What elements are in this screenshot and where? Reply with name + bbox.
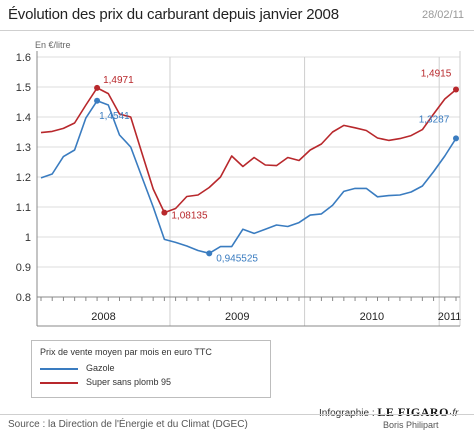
top-divider	[0, 30, 474, 31]
y-tick-label: 1.1	[16, 202, 31, 214]
data-label: 0,945525	[216, 253, 258, 264]
data-label: 1,4541	[99, 111, 130, 122]
y-tick-label: 1.6	[16, 52, 31, 64]
x-year-label: 2010	[360, 311, 384, 323]
legend-swatch-sp95	[40, 382, 78, 384]
page-title: Évolution des prix du carburant depuis j…	[8, 6, 339, 23]
x-year-label: 2008	[91, 311, 115, 323]
data-point-marker	[94, 97, 101, 104]
y-tick-label: 1.3	[16, 142, 31, 154]
x-year-label: 2009	[225, 311, 249, 323]
y-axis-label: En €/litre	[35, 40, 71, 50]
legend: Prix de vente moyen par mois en euro TTC…	[31, 340, 271, 398]
data-point-marker	[161, 209, 168, 216]
data-point-marker	[453, 86, 459, 93]
y-tick-label: 0.8	[16, 292, 31, 304]
legend-label-gazole: Gazole	[86, 363, 115, 373]
data-point-marker	[453, 135, 459, 142]
x-year-label: 2011	[438, 311, 462, 323]
data-annotations: 1,4541 0,945525 1,3287 1,4971 1,08135 1,4915	[94, 69, 459, 264]
brand-logo: LE FIGARO	[377, 405, 449, 419]
credit-infographie: Infographie :	[319, 408, 375, 419]
source-note: Source : la Direction de l'Énergie et du…	[8, 419, 248, 430]
data-point-marker	[94, 84, 101, 91]
bottom-divider	[0, 414, 474, 415]
y-tick-label: 1.5	[16, 82, 31, 94]
data-label: 1,4971	[103, 75, 134, 86]
legend-label-sp95: Super sans plomb 95	[86, 377, 172, 387]
axes: En €/litre 0.8 0.9 1 1.1 1.2 1.3 1.4 1.5 1.6 2008 2…	[16, 40, 462, 327]
series-line-gazole	[40, 100, 457, 255]
legend-title: Prix de vente moyen par mois en euro TTC	[40, 347, 212, 357]
y-tick-label: 1.4	[16, 112, 31, 124]
grid	[37, 56, 460, 326]
price-line-chart: En €/litre 0.8 0.9 1 1.1 1.2 1.3 1.4 1.5 1.6 2008 2…	[16, 40, 462, 327]
brand-suffix: ·fr	[449, 408, 458, 419]
y-tick-label: 1	[25, 232, 31, 244]
credit-author: Boris Philipart	[383, 420, 439, 430]
data-label: 1,08135	[171, 211, 208, 222]
data-label: 1,3287	[419, 114, 450, 125]
credit-line: Infographie : LE FIGARO·fr	[319, 405, 458, 420]
y-tick-label: 1.2	[16, 172, 31, 184]
data-point-marker	[206, 250, 213, 257]
data-label: 1,4915	[421, 69, 452, 80]
legend-swatch-gazole	[40, 368, 78, 370]
y-tick-label: 0.9	[16, 262, 31, 274]
series-lines	[40, 87, 457, 255]
publication-date: 28/02/11	[421, 9, 464, 21]
series-line-sp95	[40, 87, 457, 214]
